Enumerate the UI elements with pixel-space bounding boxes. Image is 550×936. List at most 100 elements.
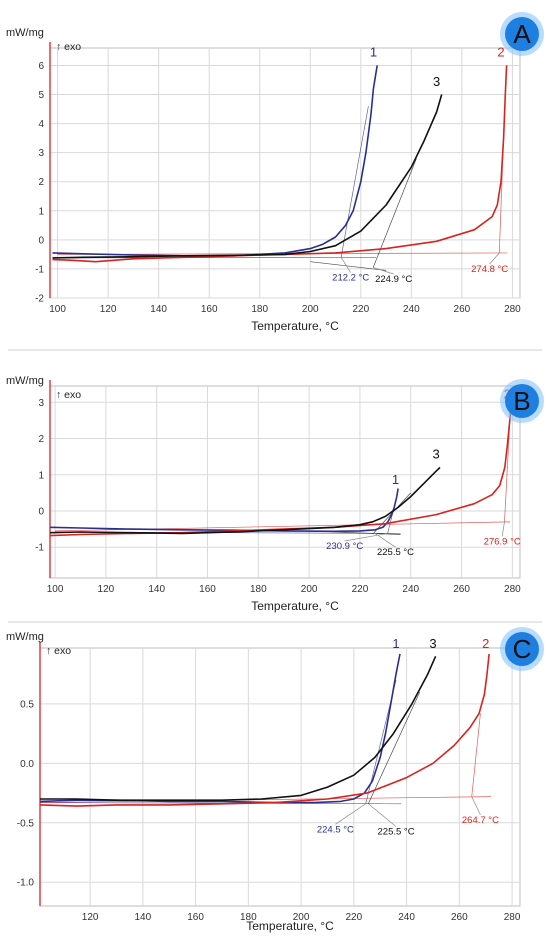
panel-badge [505,632,539,666]
onset-leader [471,796,481,815]
series-line-3 [52,94,443,259]
y-tick-label: 2 [38,177,44,188]
x-tick-label: 180 [251,304,268,315]
series-label-2: 2 [482,636,489,651]
panel-letter: B [513,386,530,416]
y-tick-label: 6 [38,61,44,72]
series-label-1: 1 [392,472,399,487]
chart-panel-b: 100 120 140 160 180 200 220 240 260 280 -1 0 1 2 3 mW/m… [6,375,544,613]
y-axis-label: mW/mg [6,631,44,643]
x-axis-label: Temperature, °C [251,599,339,613]
x-tick-label: 220 [352,584,369,595]
onset-label: 212.2 °C [332,273,369,284]
x-tick-label: 100 [49,304,66,315]
y-tick-label: 2 [38,434,44,445]
series-line-3 [40,655,437,801]
y-tick-label: -1 [35,264,44,275]
x-tick-label: 200 [301,584,318,595]
onset-label: 264.7 °C [462,815,499,826]
x-tick-label: 120 [98,584,115,595]
tangent-line [39,796,491,803]
x-tick-label: 240 [403,304,420,315]
tangent-line [340,106,369,258]
x-tick-label: 260 [451,912,468,923]
plot-frame [49,385,521,579]
x-tick-label: 280 [504,584,521,595]
onset-leader [335,803,366,825]
y-tick-label: 5 [38,90,44,101]
panel-badge [505,384,539,418]
x-tick-label: 140 [135,912,152,923]
x-tick-label: 180 [240,912,257,923]
y-tick-label: -1 [35,543,44,554]
onset-label: 225.5 °C [377,547,414,558]
onset-label: 274.8 °C [471,264,508,275]
onset-label: 224.9 °C [375,274,412,285]
x-axis-label: Temperature, °C [251,319,339,333]
panel-badge [505,17,539,51]
y-tick-label: 1 [38,470,44,481]
series-label-2: 2 [497,45,504,60]
tangent-line [372,158,417,268]
onset-label: 230.9 °C [326,541,363,552]
chart-panel-a: 100 120 140 160 180 200 220 240 260 280 -2 -1 0 1 2 3 4 5… [6,12,544,333]
tangent-line [368,691,421,804]
x-tick-label: 160 [201,304,218,315]
series-line-2 [52,65,508,263]
y-tick-label: 0 [38,235,44,246]
x-tick-label: 280 [504,304,521,315]
y-tick-label: -1.0 [17,878,35,889]
onset-label: 276.9 °C [484,536,521,547]
series-line-1 [39,653,401,804]
exo-label: ↑ exo [56,41,81,53]
series-line-2 [39,653,490,807]
exo-label: ↑ exo [56,389,81,401]
x-tick-label: 200 [293,912,310,923]
onset-leader [373,267,394,275]
tangent-line [471,713,481,797]
series-label-3: 3 [429,636,436,651]
x-tick-label: 220 [346,912,363,923]
y-tick-label: 0.5 [20,699,34,710]
x-tick-label: 160 [187,912,204,923]
x-tick-label: 220 [352,304,369,315]
x-tick-label: 100 [47,584,64,595]
y-tick-label: -2 [35,294,44,305]
onset-leader [340,257,351,273]
y-axis-label: mW/mg [6,27,44,39]
y-tick-label: 3 [38,398,44,409]
series-line-2 [49,400,513,537]
panel-letter: A [513,19,531,49]
y-tick-label: 0 [38,506,44,517]
x-axis-label: Temperature, °C [246,919,334,933]
x-tick-label: 140 [150,304,167,315]
tangent-line [310,261,387,271]
onset-leader [344,533,388,542]
series-line-1 [52,65,378,257]
x-tick-label: 180 [250,584,267,595]
onset-leader [501,521,505,537]
y-axis-label: mW/mg [6,375,44,387]
y-tick-label: 4 [38,119,44,130]
exo-label: ↑ exo [46,645,71,657]
x-tick-label: 240 [398,912,415,923]
y-tick-label: -0.5 [17,818,35,829]
series-label-1: 1 [392,636,399,651]
tangent-line [504,420,511,522]
onset-label: 224.5 °C [317,824,354,835]
tangent-line [57,256,376,259]
x-tick-label: 140 [148,584,165,595]
chart-panel-c: 120 140 160 180 200 220 240 260 280 -1.0 -0.5 0.0 0.… [6,627,544,933]
x-tick-label: 280 [504,912,521,923]
x-tick-label: 200 [302,304,319,315]
onset-leader [368,803,397,827]
series-label-1: 1 [370,45,377,60]
onset-label: 225.5 °C [378,827,415,838]
plot-frame [39,647,521,907]
y-tick-label: 0.0 [20,759,34,770]
y-tick-label: 3 [38,148,44,159]
onset-leader [489,252,500,265]
panel-letter: C [513,634,532,664]
x-tick-label: 260 [453,584,470,595]
